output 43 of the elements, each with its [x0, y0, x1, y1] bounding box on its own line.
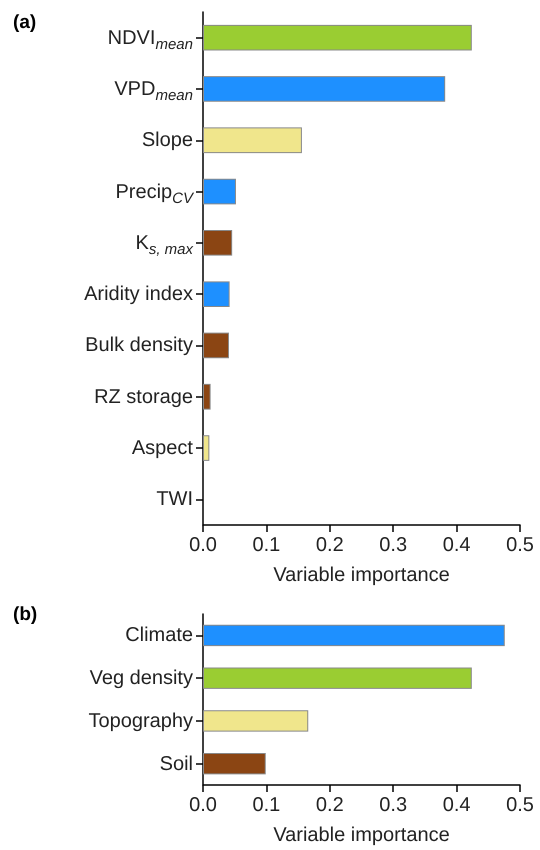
y-tick-label: Slope — [142, 128, 193, 152]
x-tick-label: 0.2 — [316, 534, 344, 556]
x-tick-label: 0.5 — [506, 794, 534, 816]
bar — [203, 127, 302, 154]
x-axis-title: Variable importance — [273, 824, 450, 846]
y-tick-label: Precip$_{CV}$ — [115, 180, 193, 207]
y-tick-label: K$_{s, max}$ — [135, 230, 193, 258]
x-tick-label: 0.0 — [189, 534, 217, 556]
text: (b) — [13, 604, 38, 625]
x-tick-label: 0.3 — [379, 534, 408, 556]
bar — [203, 667, 472, 689]
x-tick-label: 0.1 — [252, 794, 280, 816]
bar — [203, 178, 236, 204]
y-tick-label: Topography — [88, 708, 193, 733]
y-tick-label: Veg density — [90, 666, 193, 690]
x-tick-label: 0.2 — [316, 794, 344, 816]
x-tick-label: 0.5 — [506, 534, 534, 556]
x-tick-label: 0.4 — [442, 534, 471, 556]
bar — [203, 435, 210, 461]
y-tick-label: Soil — [160, 752, 193, 776]
bar — [203, 384, 211, 410]
x-tick-label: 0.3 — [379, 794, 408, 816]
y-tick-label: TWI — [156, 487, 193, 512]
y-tick-label: Aridity index — [84, 282, 193, 306]
bar — [203, 230, 232, 256]
bar — [203, 710, 308, 732]
y-tick-label: RZ storage — [94, 384, 193, 409]
bar — [203, 281, 230, 307]
y-tick-label: Climate — [125, 623, 193, 648]
bar — [203, 24, 472, 50]
x-tick-label: 0.4 — [442, 794, 471, 816]
y-tick-label: NDVI$_{mean}$ — [108, 26, 193, 53]
bar — [203, 752, 266, 774]
y-tick-label: VPD$_{mean}$ — [114, 76, 193, 104]
x-tick-label: 0.0 — [189, 794, 217, 816]
x-tick-label: 0.1 — [252, 534, 280, 556]
bar — [203, 332, 229, 358]
x-axis-title: Variable importance — [273, 564, 450, 586]
bar — [203, 76, 446, 102]
text: (a) — [13, 12, 36, 33]
y-tick-label: Aspect — [132, 436, 193, 460]
bar — [203, 624, 505, 646]
y-tick-label: Bulk density — [85, 333, 193, 358]
